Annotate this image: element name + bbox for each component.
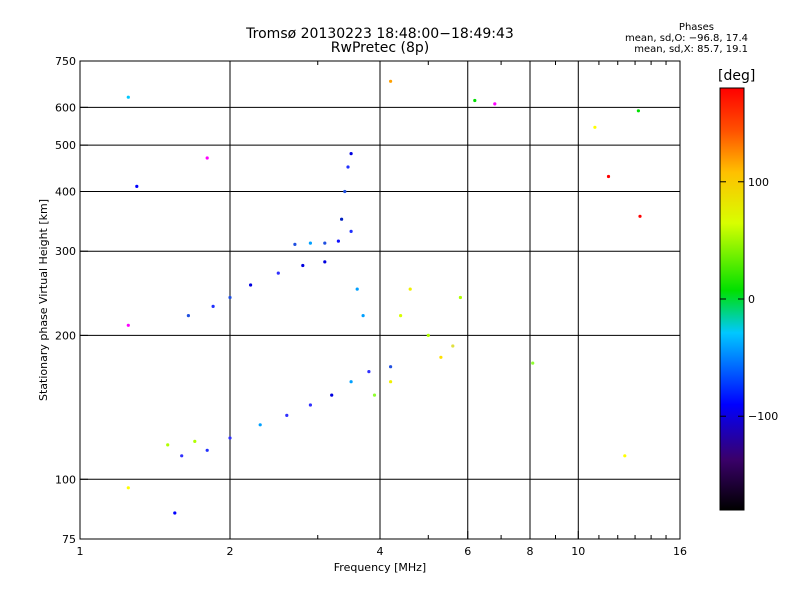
- colorbar-label: [deg]: [718, 68, 756, 84]
- scatter-point: [389, 365, 393, 369]
- x-tick-label: 4: [377, 545, 384, 558]
- scatter-point: [638, 214, 642, 218]
- chart-subtitle: RwPretec (8p): [330, 40, 430, 56]
- chart-title: Tromsø 20130223 18:48:00−18:49:43: [246, 26, 514, 42]
- phase-stats-x-mode: mean, sd,X: 85.7, 19.1: [634, 44, 748, 55]
- x-tick-label: 16: [673, 545, 687, 558]
- scatter-point: [308, 403, 312, 407]
- scatter-point: [493, 102, 497, 106]
- colorbar-tick-label: 0: [748, 293, 755, 306]
- scatter-point: [336, 239, 340, 243]
- colorbar: 100 0 −100: [719, 87, 778, 511]
- scatter-point: [126, 323, 130, 327]
- scatter-point: [211, 304, 215, 308]
- scatter-point: [355, 287, 359, 291]
- scatter-point: [126, 95, 130, 99]
- colorbar-tick-label: 100: [748, 176, 769, 189]
- scatter-point: [135, 184, 139, 188]
- scatter-point: [258, 423, 262, 427]
- scatter-point: [451, 344, 455, 348]
- scatter-point: [623, 454, 627, 458]
- scatter-point: [426, 333, 430, 337]
- scatter-point: [340, 217, 344, 221]
- scatter-point: [349, 152, 353, 156]
- scatter-point: [389, 380, 393, 384]
- scatter-point: [439, 355, 443, 359]
- scatter-point: [606, 174, 611, 179]
- scatter-point: [408, 287, 412, 291]
- y-tick-label: 300: [55, 245, 76, 258]
- scatter-point: [180, 454, 184, 458]
- scatter-point: [361, 314, 365, 318]
- y-axis-label: Stationary phase Virtual Height [km]: [37, 199, 50, 401]
- scatter-point: [473, 98, 477, 103]
- x-tick-label: 2: [227, 545, 234, 558]
- scatter-point: [126, 486, 130, 490]
- scatter-point: [173, 511, 177, 515]
- y-tick-label: 400: [55, 185, 76, 198]
- x-tick-label: 8: [527, 545, 534, 558]
- scatter-point: [166, 443, 170, 447]
- scatter-point: [367, 370, 371, 374]
- scatter-point: [399, 314, 403, 318]
- scatter-point: [349, 380, 353, 384]
- scatter-point: [249, 283, 253, 287]
- scatter-point: [301, 263, 305, 268]
- scatter-point: [228, 295, 232, 300]
- scatter-point: [330, 393, 334, 397]
- scatter-point: [636, 109, 641, 113]
- y-tick-label: 100: [55, 473, 76, 486]
- y-tick-label: 600: [55, 101, 76, 114]
- scatter-point: [372, 393, 377, 397]
- x-tick-label: 6: [464, 545, 471, 558]
- scatter-point: [349, 229, 353, 233]
- phase-stats-title: Phases: [678, 22, 714, 33]
- scatter-point: [531, 361, 535, 365]
- scatter-point: [205, 156, 209, 160]
- scatter-point: [323, 260, 327, 264]
- scatter-point: [205, 448, 209, 452]
- y-tick-label: 750: [55, 55, 76, 68]
- x-tick-label: 10: [571, 545, 585, 558]
- scatter-point: [458, 295, 462, 300]
- scatter-point: [323, 241, 327, 245]
- colorbar-tick-label: −100: [748, 410, 778, 423]
- scatter-point: [346, 165, 350, 169]
- scatter-point: [293, 242, 297, 246]
- phase-stats-o-mode: mean, sd,O: −96.8, 17.4: [625, 33, 748, 44]
- x-tick-label: 1: [77, 545, 84, 558]
- y-tick-label: 200: [55, 329, 76, 342]
- scatter-point: [186, 314, 190, 318]
- scatter-point: [193, 439, 197, 443]
- scatter-point: [285, 413, 289, 417]
- scatter-point: [389, 79, 393, 83]
- scatter-point: [343, 189, 347, 194]
- scatter-point: [308, 241, 312, 245]
- scatter-point: [593, 125, 597, 129]
- scatter-point: [228, 436, 232, 440]
- y-tick-label: 500: [55, 139, 76, 152]
- y-tick-label: 75: [62, 533, 76, 546]
- x-axis-label: Frequency [MHz]: [334, 561, 426, 574]
- scatter-point: [276, 271, 280, 275]
